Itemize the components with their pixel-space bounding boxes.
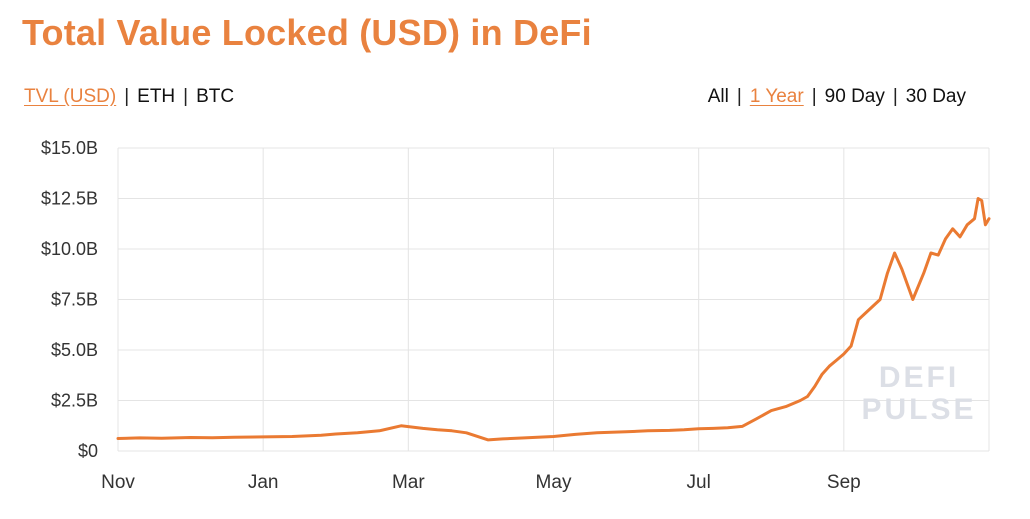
y-axis: $0 $2.5B $5.0B $7.5B $10.0B $12.5B $15.0B: [41, 138, 98, 461]
data-point: [712, 427, 714, 430]
data-point: [799, 399, 802, 402]
data-point: [988, 217, 990, 220]
data-point: [262, 436, 264, 438]
data-point: [951, 228, 954, 230]
data-point: [668, 429, 671, 432]
data-point: [973, 217, 976, 220]
toggle-tvl-usd[interactable]: TVL (USD): [24, 86, 117, 107]
data-point: [400, 424, 402, 427]
data-point: [755, 417, 758, 420]
data-point: [959, 236, 961, 238]
watermark-line-1: DEFI: [878, 361, 960, 394]
data-point: [901, 268, 903, 271]
data-point: [160, 437, 163, 440]
data-point: [574, 433, 577, 436]
data-point: [843, 353, 845, 355]
data-point: [436, 428, 439, 431]
data-point: [465, 432, 468, 434]
data-point: [984, 223, 987, 226]
data-point: [911, 298, 914, 301]
x-tick-label: Jan: [248, 472, 279, 493]
defi-pulse-watermark: DEFI PULSE: [852, 362, 986, 426]
range-toggle-group: All | 1 Year | 90 Day | 30 Day: [708, 86, 966, 108]
x-tick-label: Mar: [392, 472, 425, 493]
y-tick-label: $2.5B: [51, 391, 98, 411]
range-90-day[interactable]: 90 Day: [824, 86, 885, 107]
data-point: [850, 345, 852, 347]
toggle-eth[interactable]: ETH: [137, 86, 176, 107]
separator: |: [736, 86, 742, 107]
data-point: [828, 365, 831, 367]
separator: |: [811, 86, 817, 107]
data-point: [937, 254, 939, 256]
data-point: [741, 425, 744, 428]
range-30-day[interactable]: 30 Day: [905, 86, 966, 107]
x-tick-label: Sep: [827, 472, 861, 493]
watermark-line-2: PULSE: [861, 393, 977, 426]
page-title: Total Value Locked (USD) in DeFi: [22, 12, 592, 53]
data-point: [814, 385, 816, 388]
y-tick-label: $12.5B: [41, 189, 98, 209]
data-point: [189, 436, 192, 439]
data-point: [944, 238, 947, 240]
data-point: [726, 426, 729, 429]
x-tick-label: Jul: [687, 472, 711, 493]
data-point: [868, 308, 871, 311]
data-point: [647, 430, 649, 432]
data-point: [966, 223, 969, 226]
data-point: [625, 431, 627, 433]
y-tick-label: $10.0B: [41, 239, 98, 259]
data-point: [784, 405, 787, 408]
data-point: [422, 427, 424, 430]
data-point: [980, 199, 983, 202]
data-point: [378, 430, 381, 432]
data-point: [487, 439, 489, 441]
y-tick-label: $7.5B: [51, 290, 98, 310]
data-point: [291, 435, 294, 438]
separator: |: [183, 86, 189, 107]
data-point: [596, 432, 598, 434]
data-point: [334, 433, 337, 435]
data-point: [552, 435, 555, 438]
y-tick-label: $15.0B: [41, 138, 98, 158]
chart-grid: [117, 147, 990, 452]
data-point: [893, 252, 896, 254]
data-point: [451, 430, 453, 432]
range-1-year[interactable]: 1 Year: [749, 86, 804, 107]
toggle-btc[interactable]: BTC: [196, 86, 235, 107]
data-point: [835, 359, 838, 361]
data-point: [501, 438, 504, 440]
x-tick-label: May: [536, 472, 572, 493]
data-point: [821, 373, 823, 376]
range-all[interactable]: All: [707, 86, 729, 107]
currency-toggle-group: TVL (USD) | ETH | BTC: [24, 86, 234, 108]
data-point: [211, 436, 214, 439]
data-point: [523, 437, 526, 439]
data-point: [886, 272, 889, 275]
x-tick-label: Nov: [101, 472, 135, 493]
data-point: [879, 298, 881, 301]
data-point: [922, 272, 925, 275]
data-point: [117, 437, 119, 440]
data-point: [770, 409, 773, 412]
separator: |: [124, 86, 130, 107]
data-point: [320, 434, 323, 437]
data-point: [356, 432, 359, 434]
data-point: [857, 318, 860, 321]
data-point: [977, 197, 979, 200]
data-point: [930, 252, 932, 254]
data-point: [683, 428, 685, 431]
separator: |: [892, 86, 898, 107]
chart-series: [116, 197, 991, 442]
data-point: [233, 436, 235, 439]
data-point: [697, 427, 700, 430]
data-point: [806, 395, 809, 398]
y-tick-label: $5.0B: [51, 340, 98, 360]
x-axis: Nov Jan Mar May Jul Sep: [101, 472, 861, 493]
y-tick-label: $0: [78, 441, 98, 461]
data-point: [138, 437, 141, 439]
